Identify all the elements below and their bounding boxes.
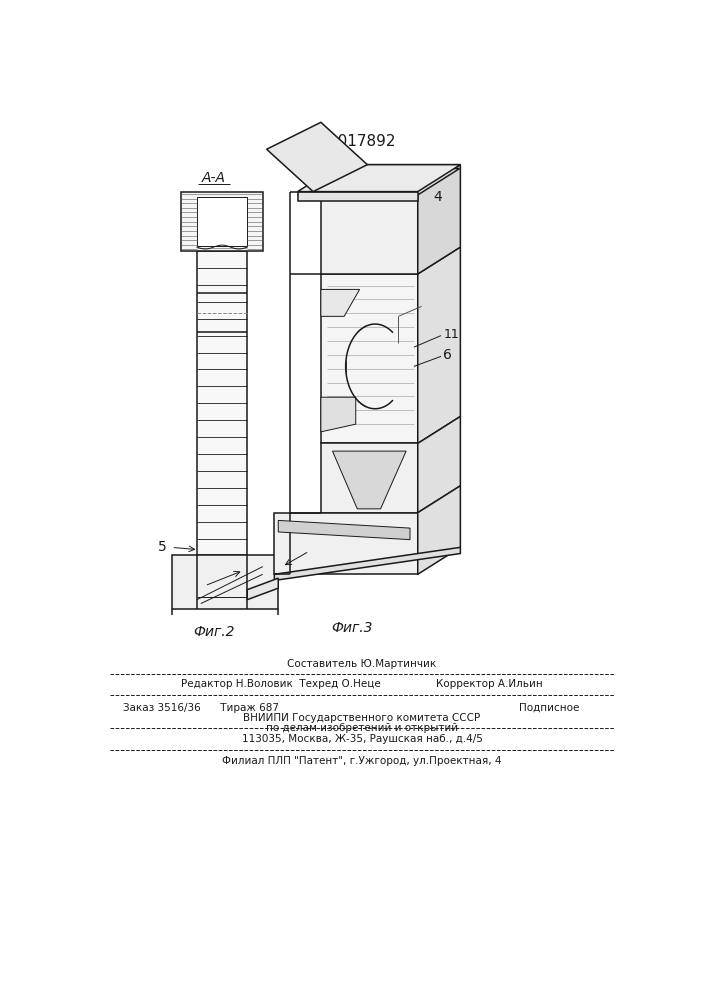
Polygon shape	[418, 165, 460, 274]
Text: ВНИИПИ Государственного комитета СССР: ВНИИПИ Государственного комитета СССР	[243, 713, 481, 723]
Polygon shape	[197, 251, 247, 555]
Polygon shape	[321, 397, 356, 432]
Text: 11: 11	[443, 328, 459, 341]
Polygon shape	[332, 451, 406, 509]
Text: Редактор Н.Воловик  Техред О.Неце                 Корректор А.Ильин: Редактор Н.Воловик Техред О.Неце Коррект…	[181, 679, 543, 689]
Text: Филиал ПЛП "Патент", г.Ужгород, ул.Проектная, 4: Филиал ПЛП "Патент", г.Ужгород, ул.Проек…	[222, 756, 502, 766]
Polygon shape	[197, 197, 247, 246]
Text: 1017892: 1017892	[328, 134, 396, 149]
Text: 5: 5	[158, 540, 166, 554]
Polygon shape	[321, 192, 418, 274]
Polygon shape	[298, 169, 460, 195]
Polygon shape	[247, 578, 279, 600]
Polygon shape	[298, 165, 460, 192]
Text: 113035, Москва, Ж-35, Раушская наб., д.4/5: 113035, Москва, Ж-35, Раушская наб., д.4…	[242, 734, 482, 744]
Polygon shape	[279, 520, 410, 540]
Text: 6: 6	[443, 348, 452, 362]
Polygon shape	[182, 192, 263, 251]
Text: Фиг.2: Фиг.2	[193, 625, 235, 639]
Text: А-А: А-А	[202, 171, 226, 185]
Polygon shape	[418, 247, 460, 443]
Polygon shape	[274, 513, 418, 574]
Polygon shape	[267, 122, 368, 192]
Text: по делам изобретений и открытий: по делам изобретений и открытий	[266, 723, 458, 733]
Text: Фиг.3: Фиг.3	[331, 621, 373, 635]
Polygon shape	[321, 274, 418, 443]
Polygon shape	[321, 289, 360, 316]
Text: Составитель Ю.Мартинчик: Составитель Ю.Мартинчик	[287, 659, 437, 669]
Polygon shape	[321, 443, 418, 513]
Polygon shape	[321, 165, 460, 192]
Text: Заказ 3516/36      Тираж 687: Заказ 3516/36 Тираж 687	[123, 703, 279, 713]
Polygon shape	[418, 416, 460, 513]
Polygon shape	[172, 555, 279, 609]
Polygon shape	[298, 192, 418, 201]
Polygon shape	[418, 486, 460, 574]
Text: Подписное: Подписное	[520, 703, 580, 713]
Polygon shape	[274, 547, 460, 580]
Text: 4: 4	[433, 190, 442, 204]
